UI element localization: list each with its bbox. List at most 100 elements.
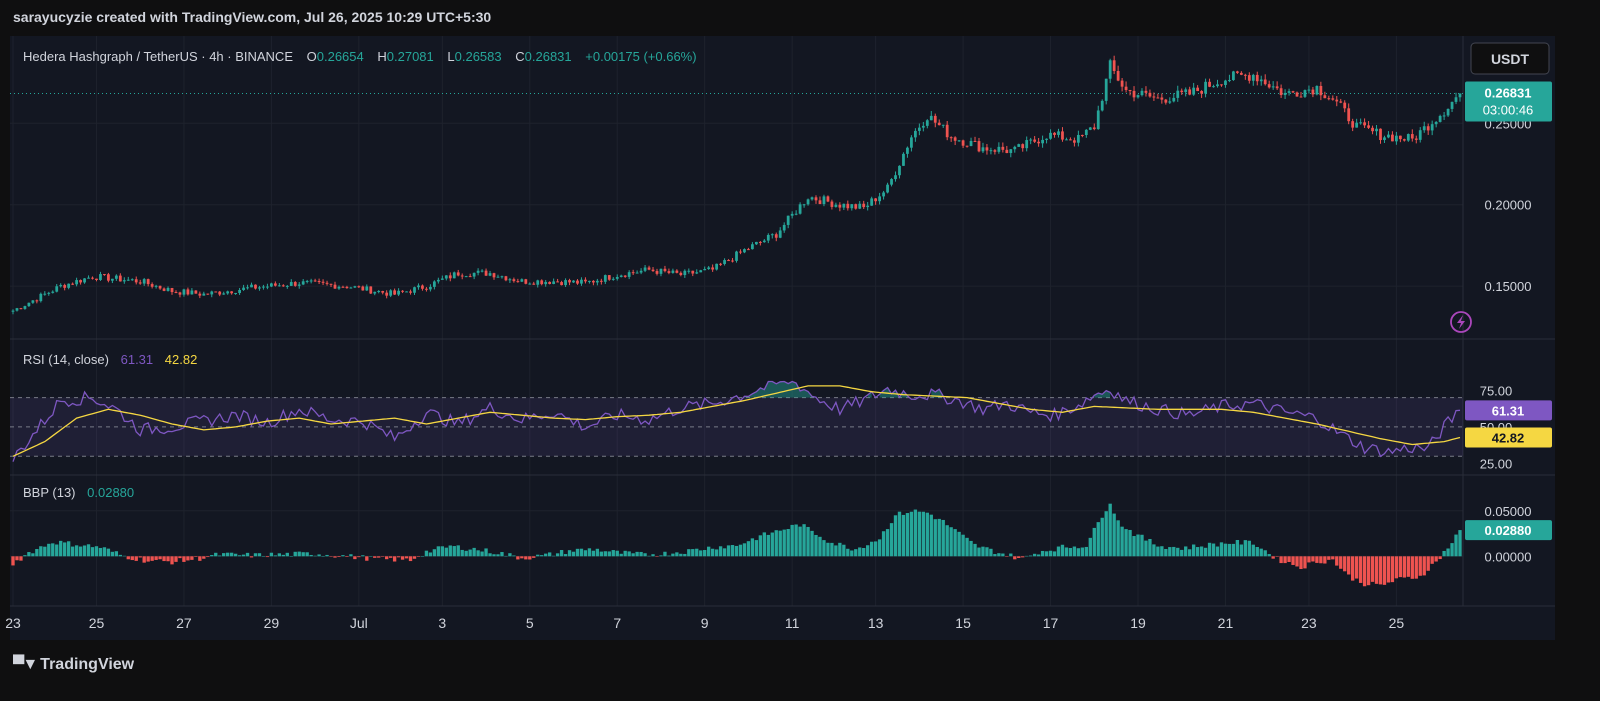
bbp-bar <box>1299 556 1303 570</box>
bbp-bar <box>162 556 166 562</box>
bbp-bar <box>842 544 846 557</box>
candle <box>1239 71 1243 76</box>
bbp-bar <box>1112 513 1116 557</box>
candle-body <box>258 287 261 289</box>
candle-body <box>1418 130 1422 140</box>
candle <box>1359 118 1363 125</box>
candle-body <box>409 291 412 293</box>
candle-body <box>1426 126 1430 131</box>
candle-body <box>989 150 993 152</box>
candle <box>699 269 703 273</box>
candle <box>138 279 142 285</box>
candle <box>973 136 977 142</box>
currency-button[interactable]: USDT <box>1470 42 1550 75</box>
bbp-bar <box>1195 547 1200 557</box>
bbp-bar <box>1275 556 1279 557</box>
bbp-bar <box>722 548 727 557</box>
candle-body <box>754 241 758 245</box>
bbp-bar <box>1176 547 1180 557</box>
candle <box>432 280 436 290</box>
candle <box>663 265 667 273</box>
candle <box>687 268 691 274</box>
flash-icon[interactable] <box>1450 311 1472 333</box>
bbp-bar <box>730 545 735 557</box>
candle <box>1426 123 1430 135</box>
candle-body <box>337 286 341 289</box>
bbp-bar <box>1009 553 1013 557</box>
bbp-bar <box>249 556 254 558</box>
candle <box>874 198 878 205</box>
candle-body <box>576 280 579 284</box>
bbp-bar <box>452 546 456 557</box>
candle-body <box>1220 84 1223 86</box>
candle-body <box>631 272 635 274</box>
bbp-bar <box>353 556 357 560</box>
bbp-bar <box>1271 556 1275 559</box>
candle-body <box>23 306 27 309</box>
candle-body <box>679 272 683 276</box>
bbp-bar <box>671 553 675 557</box>
candle <box>898 165 901 179</box>
candle <box>850 204 854 211</box>
bbp-bar <box>969 540 973 557</box>
bbp-bar <box>1029 555 1033 557</box>
candle <box>985 144 989 155</box>
bbp-bar <box>1017 556 1021 559</box>
bbp-bar <box>627 551 631 557</box>
candle-body <box>1025 140 1029 149</box>
time-tick-label: 19 <box>1130 615 1146 631</box>
bbp-bar <box>134 556 138 561</box>
candle <box>580 277 583 286</box>
candle <box>929 110 933 121</box>
close-label: C <box>515 49 524 64</box>
candle-body <box>476 270 480 273</box>
candle <box>409 289 412 295</box>
bbp-bar <box>98 547 103 557</box>
candle-body <box>663 268 667 272</box>
candle <box>548 281 552 285</box>
candle <box>460 273 464 280</box>
candle-body <box>802 204 806 206</box>
candle-body <box>619 275 623 277</box>
bbp-bar <box>1358 556 1363 583</box>
candle <box>337 285 341 290</box>
bbp-bar <box>846 548 850 557</box>
bbp-bar <box>1076 548 1081 557</box>
candle <box>277 282 281 287</box>
bbp-bar <box>1227 543 1232 557</box>
candle <box>743 248 746 254</box>
candle <box>1057 128 1060 138</box>
bbp-bar <box>532 556 536 558</box>
bbp-bar <box>1036 554 1041 557</box>
candle-body <box>1164 99 1168 103</box>
bbp-bar <box>703 550 707 557</box>
bbp-bar <box>639 551 643 557</box>
tradingview-logo[interactable]: ▀▼ TradingView <box>13 656 134 674</box>
candle-body <box>1259 79 1263 82</box>
candle <box>413 286 416 295</box>
candle <box>23 305 27 310</box>
chart-background <box>10 36 1555 640</box>
bbp-bar <box>949 527 953 557</box>
candle-body <box>751 244 754 250</box>
candle-body <box>1287 91 1291 93</box>
bbp-bar <box>357 556 361 558</box>
bbp-bar <box>90 547 95 557</box>
candle-body <box>1232 71 1235 81</box>
bbp-bar <box>1458 530 1462 557</box>
candle-body <box>270 283 273 287</box>
bbp-bar <box>1096 522 1100 557</box>
candle <box>1391 131 1394 142</box>
candle-body <box>150 284 154 287</box>
candle <box>866 201 870 211</box>
candle <box>1438 114 1442 123</box>
candle <box>178 291 182 298</box>
candle <box>989 147 993 155</box>
candle-body <box>941 124 945 126</box>
candle <box>751 242 754 250</box>
bbp-bar <box>762 532 766 557</box>
candle <box>262 284 265 290</box>
candle <box>560 280 563 286</box>
candle <box>425 287 428 292</box>
